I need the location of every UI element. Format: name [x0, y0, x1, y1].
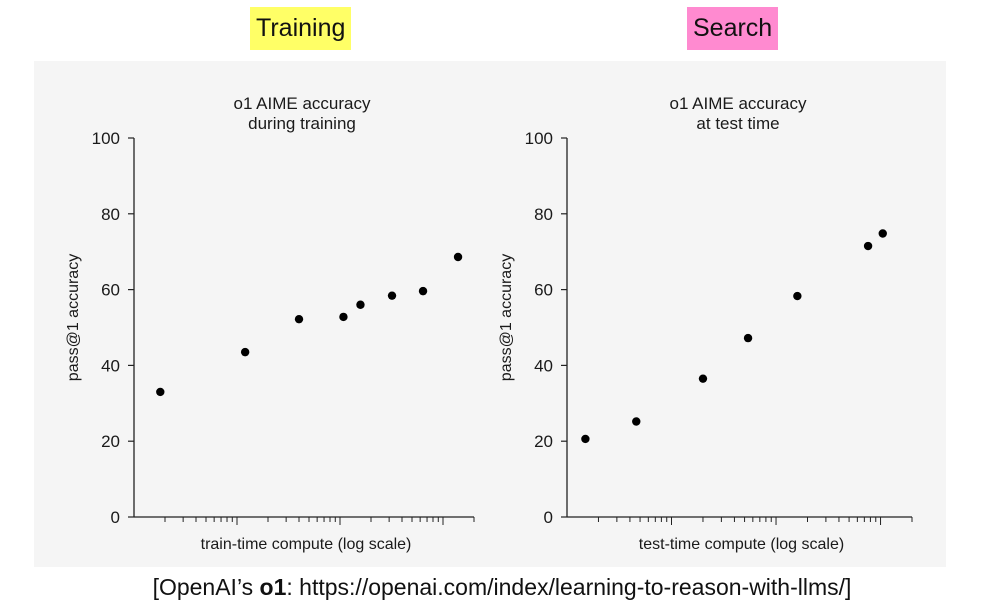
chart1-title-line-2: during training [248, 114, 356, 133]
chart2-point-6 [863, 241, 873, 251]
chart1-point-4 [339, 312, 348, 322]
chart2-point-4 [743, 333, 753, 343]
chart2-point-5 [793, 291, 802, 301]
chart1-ytick-label-80: 80 [101, 205, 120, 224]
chart1-point-8 [453, 252, 463, 262]
chart1-ytick-label-40: 40 [101, 356, 120, 375]
chart2-point-7 [878, 229, 887, 238]
chart2-ytick-label-40: 40 [534, 356, 553, 375]
chart2-title-line-1: o1 AIME accuracy [669, 94, 807, 113]
chart1-point-2 [240, 347, 250, 357]
chart1-x-label: train-time compute (log scale) [201, 536, 412, 553]
chart1-point-1 [156, 387, 165, 397]
training-tag: Training [250, 7, 352, 50]
chart2-point-2 [632, 417, 641, 426]
chart2-ytick-label-80: 80 [534, 205, 553, 224]
chart1-point-3 [294, 314, 304, 324]
source-citation: [OpenAI’s o1: https://openai.com/index/l… [0, 574, 1004, 601]
chart2-point-1 [581, 434, 590, 444]
chart1-point-5 [356, 300, 365, 309]
chart-panel: o1 AIME accuracy during training 0 20 40 60 80… [34, 61, 946, 567]
source-prefix: [OpenAI’s [152, 574, 260, 600]
chart1-point-7 [418, 286, 428, 296]
chart2-point-3 [698, 374, 708, 383]
chart2-y-label: pass@1 accuracy [498, 254, 515, 381]
search-tag: Search [687, 7, 779, 50]
chart1-ytick-label-20: 20 [101, 432, 120, 451]
chart2-ytick-label-100: 100 [525, 129, 553, 148]
chart1-y-label: pass@1 accuracy [65, 254, 82, 381]
chart2-title-line-2: at test time [696, 114, 779, 133]
chart2-ytick-label-0: 0 [544, 508, 553, 527]
chart1-title-line-1: o1 AIME accuracy [233, 94, 371, 113]
chart1-ytick-label-0: 0 [111, 508, 120, 527]
chart2-ytick-label-20: 20 [534, 432, 553, 451]
chart2-x-label: test-time compute (log scale) [639, 536, 844, 553]
source-suffix: : https://openai.com/index/learning-to-r… [286, 574, 852, 600]
chart1-point-6 [387, 291, 397, 300]
chart2-ytick-label-60: 60 [534, 281, 553, 300]
chart1-ytick-label-100: 100 [92, 129, 120, 148]
source-bold: o1 [259, 574, 287, 600]
chart1-ytick-label-60: 60 [101, 281, 120, 300]
